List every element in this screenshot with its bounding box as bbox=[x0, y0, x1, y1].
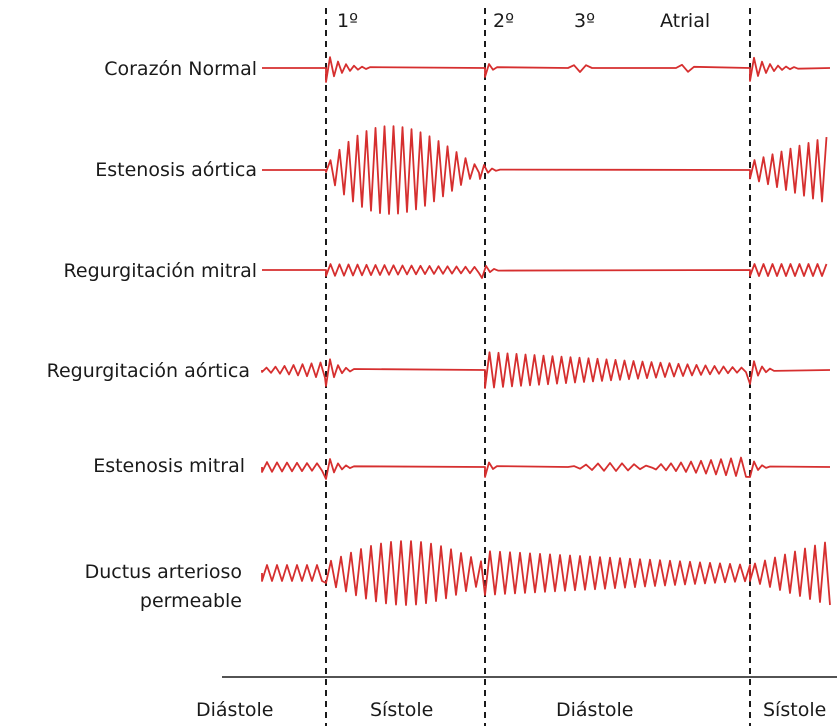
s2-label: 2º bbox=[493, 10, 514, 32]
waveform-mitral-stenosis bbox=[261, 456, 831, 480]
row-label-normal: Corazón Normal bbox=[104, 58, 257, 80]
waveform-aortic-stenosis bbox=[262, 125, 828, 215]
waveform-pda bbox=[261, 540, 831, 606]
waveform-normal bbox=[262, 56, 831, 83]
waveform-aortic-regurgitation bbox=[261, 351, 831, 389]
row-label-mitral-regurgitation: Regurgitación mitral bbox=[64, 260, 257, 282]
phase-label-systole-1: Sístole bbox=[370, 699, 433, 721]
s1-label: 1º bbox=[337, 10, 358, 32]
s3-label: 3º bbox=[574, 10, 595, 32]
row-label-pda-line1: Ductus arterioso bbox=[85, 561, 242, 583]
phase-label-diastole-2: Diástole bbox=[556, 699, 634, 721]
waveform-mitral-regurgitation bbox=[262, 263, 828, 279]
phase-label-diastole-1: Diástole bbox=[196, 699, 274, 721]
phase-label-systole-2: Sístole bbox=[763, 699, 826, 721]
atrial-label: Atrial bbox=[660, 10, 710, 32]
row-label-mitral-stenosis: Estenosis mitral bbox=[93, 455, 245, 477]
row-label-pda-line2: permeable bbox=[140, 590, 242, 612]
row-label-aortic-stenosis: Estenosis aórtica bbox=[95, 159, 257, 181]
row-label-aortic-regurgitation: Regurgitación aórtica bbox=[47, 360, 250, 382]
